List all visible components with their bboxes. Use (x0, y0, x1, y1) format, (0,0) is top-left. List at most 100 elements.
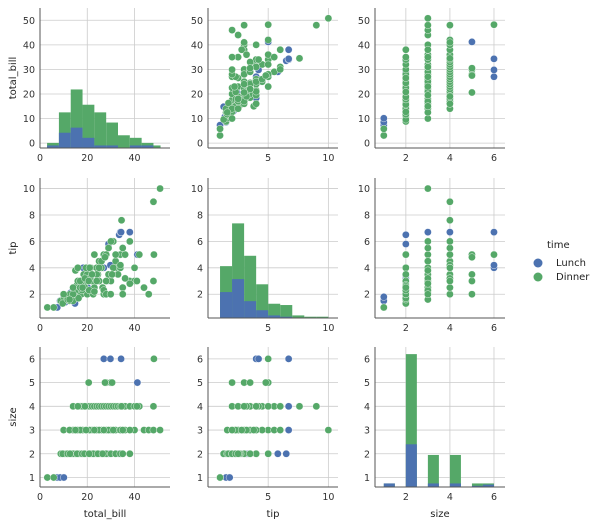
scatter-point-dinner (240, 38, 248, 47)
scatter-point-dinner (85, 264, 94, 272)
scatter-point-dinner (380, 125, 388, 133)
scatter-point-dinner (234, 449, 242, 458)
scatter-point-dinner (246, 85, 254, 93)
scatter-point-dinner (276, 402, 285, 411)
scatter-point-lunch (106, 355, 115, 363)
scatter-point-lunch (284, 45, 293, 54)
hist-bar-dinner (129, 137, 142, 148)
scatter-point-dinner (246, 449, 254, 458)
scatter-point-lunch (380, 293, 388, 301)
scatter-point-dinner (424, 250, 432, 259)
tick-label-y: 6 (197, 354, 203, 365)
scatter-point-dinner (74, 264, 82, 272)
scatter-point-dinner (117, 216, 126, 225)
scatter-point-dinner (219, 115, 228, 124)
scatter-point-lunch (117, 228, 125, 236)
tick-label-y: 1 (364, 473, 370, 484)
scatter-point-dinner (424, 290, 432, 299)
scatter-point-lunch (60, 473, 68, 482)
scatter-point-dinner (59, 290, 68, 299)
scatter-point-dinner (150, 250, 158, 259)
tick-label-x: 6 (491, 323, 497, 334)
scatter-point-dinner (108, 270, 116, 279)
tick-label-x: 0 (37, 153, 43, 164)
scatter-point-dinner (106, 290, 115, 299)
hist-bar-dinner (70, 89, 83, 148)
scatter-point-dinner (49, 303, 58, 312)
tick-label-x: 5 (265, 323, 271, 334)
tick-label-y: 20 (191, 89, 203, 100)
panel-size-vs-tip: 5 10 1 2 3 4 5 6 (197, 347, 338, 503)
tick-label-y: 2 (197, 290, 203, 301)
scatter-point-dinner (133, 402, 141, 411)
scatter-point-dinner (104, 244, 113, 252)
scatter-point-dinner (446, 237, 454, 246)
tick-label-x: 2 (403, 492, 409, 503)
hist-bar-dinner (280, 305, 293, 318)
scatter-point-dinner (446, 216, 454, 225)
tick-label-y: 3 (29, 426, 35, 437)
tick-label-y: 40 (358, 40, 370, 51)
scatter-point-dinner (101, 378, 109, 387)
tick-label-y: 10 (191, 184, 203, 195)
hist-bar-lunch (244, 301, 257, 318)
scatter-point-dinner (424, 72, 432, 81)
hist-bar-dinner (58, 112, 71, 148)
scatter-point-dinner (490, 20, 498, 29)
tick-label-y: 10 (191, 114, 203, 125)
scatter-point-dinner (118, 426, 127, 434)
tick-label-y: 50 (191, 16, 203, 27)
hist-bar-dinner (94, 112, 107, 148)
legend-label-lunch: Lunch (556, 258, 586, 269)
tick-label-x: 4 (447, 153, 453, 164)
tick-label-x: 2 (403, 153, 409, 164)
scatter-point-dinner (82, 426, 90, 434)
panel-total_bill-vs-total_bill: 0 20 40 0 10 20 30 40 50 (23, 8, 170, 164)
scatter-point-dinner (121, 250, 129, 259)
scatter-point-dinner (49, 473, 58, 482)
hist-bar-dinner (268, 303, 281, 318)
scatter-point-dinner (234, 104, 242, 113)
panel-tip-vs-size: 2 4 6 2 4 6 8 10 (358, 178, 505, 334)
xlabel-size: size (430, 509, 449, 520)
scatter-point-dinner (402, 250, 410, 259)
scatter-point-dinner (468, 88, 476, 97)
tick-label-x: 6 (491, 153, 497, 164)
scatter-point-dinner (228, 53, 236, 61)
tick-label-y: 10 (23, 114, 35, 125)
scatter-point-dinner (230, 82, 239, 91)
panel-tip-vs-tip: 5 10 2 4 6 8 10 (191, 178, 338, 334)
ylabel-tip: tip (8, 241, 19, 254)
scatter-point-dinner (126, 449, 134, 458)
scatter-point-dinner (126, 426, 134, 434)
tick-label-y: 4 (364, 402, 370, 413)
scatter-point-lunch (133, 378, 142, 387)
tick-label-x: 5 (265, 492, 271, 503)
scatter-point-dinner (276, 65, 285, 74)
tick-label-x: 40 (128, 323, 140, 334)
legend-label-dinner: Dinner (556, 272, 590, 283)
tick-label-y: 4 (197, 263, 203, 274)
panel-size-vs-size: 2 4 6 1 2 3 4 5 6 (364, 347, 505, 503)
hist-bar-lunch (220, 292, 233, 318)
scatter-point-lunch (446, 228, 454, 236)
scatter-point-dinner (92, 277, 101, 285)
scatter-point-dinner (270, 53, 279, 61)
scatter-point-lunch (468, 38, 476, 46)
tick-label-x: 0 (37, 492, 43, 503)
scatter-point-dinner (312, 402, 321, 411)
scatter-point-dinner (58, 299, 67, 308)
hist-bar-dinner (405, 354, 417, 487)
scatter-point-dinner (121, 274, 129, 283)
tick-label-y: 2 (29, 290, 35, 301)
scatter-point-dinner (88, 270, 96, 279)
scatter-point-dinner (424, 14, 432, 23)
hist-bar-dinner (471, 483, 483, 487)
scatter-point-dinner (402, 88, 410, 96)
scatter-point-dinner (228, 65, 236, 74)
scatter-point-dinner (402, 74, 410, 82)
scatter-point-lunch (117, 355, 125, 363)
xlabel-total_bill: total_bill (84, 509, 127, 520)
hist-bar-lunch (280, 316, 293, 318)
